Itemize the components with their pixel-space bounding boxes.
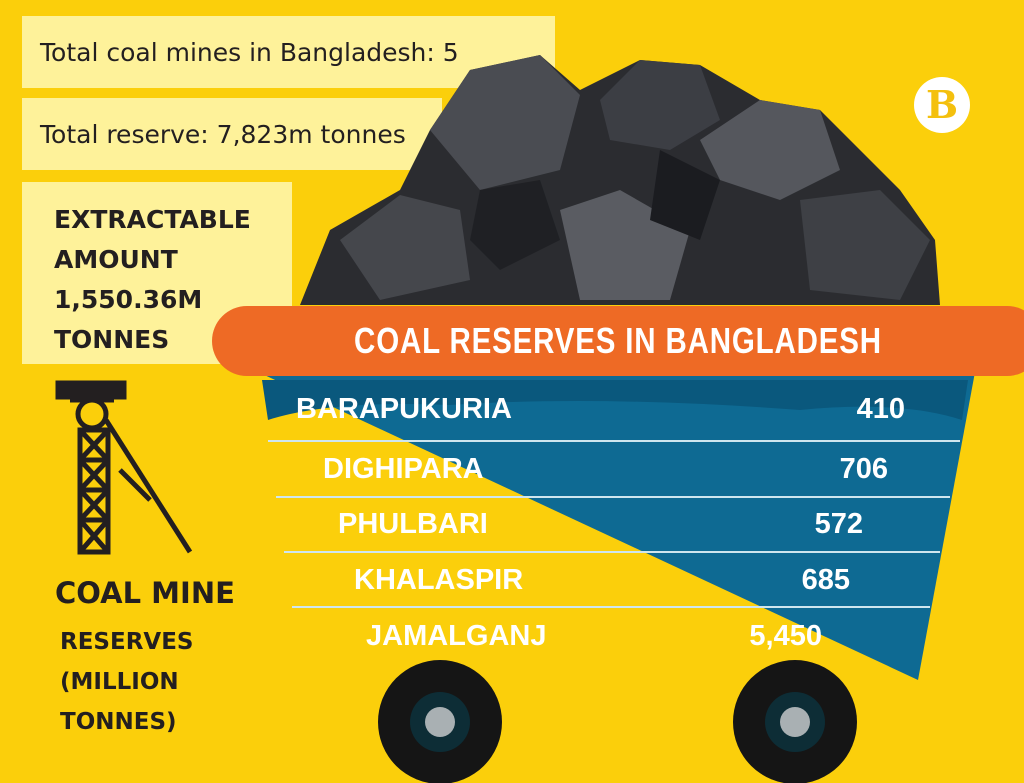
row-value-phulbari: 572: [814, 508, 863, 540]
row-value-dighipara: 706: [839, 453, 888, 485]
coal-pile-image: [300, 55, 940, 305]
cart-body: [258, 372, 975, 680]
publisher-logo: B: [914, 77, 970, 133]
legend-title: COAL MINE: [55, 576, 235, 610]
row-name-barapukuria: BARAPUKURIA: [296, 393, 512, 425]
extractable-text: EXTRACTABLE AMOUNT 1,550.36M TONNES: [54, 205, 251, 354]
coal-mine-tower-icon: [55, 380, 193, 555]
row-dividers: [268, 440, 960, 608]
wheel-left: [378, 660, 502, 783]
title-banner: COAL RESERVES IN BANGLADESH: [212, 306, 1024, 376]
legend-subtitle: RESERVES (MILLION TONNES): [60, 629, 194, 735]
row-value-barapukuria: 410: [856, 393, 905, 425]
cart-shadow: [262, 380, 968, 420]
row-value-khalaspir: 685: [801, 564, 850, 596]
row-value-jamalganj: 5,450: [749, 620, 822, 652]
wheel-right: [733, 660, 857, 783]
total-reserve-text: Total reserve: 7,823m tonnes: [40, 120, 406, 149]
total-mines-box: Total coal mines in Bangladesh: 5: [22, 16, 555, 88]
logo-letter: B: [925, 82, 959, 127]
total-reserve-box: Total reserve: 7,823m tonnes: [22, 98, 442, 170]
total-mines-text: Total coal mines in Bangladesh: 5: [40, 38, 459, 67]
row-name-dighipara: DIGHIPARA: [323, 453, 484, 485]
row-name-khalaspir: KHALASPIR: [354, 564, 524, 596]
row-name-jamalganj: JAMALGANJ: [366, 620, 547, 652]
row-name-phulbari: PHULBARI: [338, 508, 488, 540]
chart-title: COAL RESERVES IN BANGLADESH: [354, 320, 882, 361]
